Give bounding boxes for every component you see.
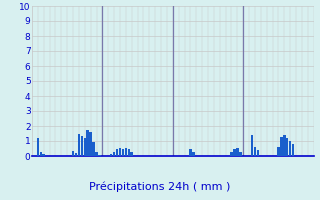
Bar <box>124 148 127 156</box>
Bar <box>122 149 124 156</box>
Bar <box>110 154 112 156</box>
Bar <box>40 152 42 156</box>
Bar <box>72 151 74 156</box>
Text: Précipitations 24h ( mm ): Précipitations 24h ( mm ) <box>89 182 231 192</box>
Bar <box>113 152 116 156</box>
Bar <box>236 148 239 156</box>
Bar <box>254 147 256 156</box>
Bar <box>286 138 288 156</box>
Bar <box>189 148 192 156</box>
Bar <box>86 130 89 156</box>
Bar <box>78 134 80 156</box>
Bar <box>251 135 253 156</box>
Bar <box>116 149 118 156</box>
Bar <box>233 149 236 156</box>
Bar <box>257 150 259 156</box>
Bar <box>98 154 101 156</box>
Bar <box>283 135 285 156</box>
Bar <box>89 132 92 156</box>
Bar <box>119 148 121 156</box>
Bar <box>43 154 45 156</box>
Bar <box>280 136 283 156</box>
Bar <box>239 152 242 156</box>
Bar <box>277 147 280 156</box>
Bar <box>36 138 39 156</box>
Bar <box>84 138 86 156</box>
Bar <box>192 152 195 156</box>
Bar <box>75 153 77 156</box>
Bar <box>128 149 130 156</box>
Bar <box>92 142 95 156</box>
Bar <box>131 152 133 156</box>
Bar <box>81 136 83 156</box>
Bar <box>289 141 292 156</box>
Bar <box>292 144 294 156</box>
Bar <box>230 152 233 156</box>
Bar <box>95 152 98 156</box>
